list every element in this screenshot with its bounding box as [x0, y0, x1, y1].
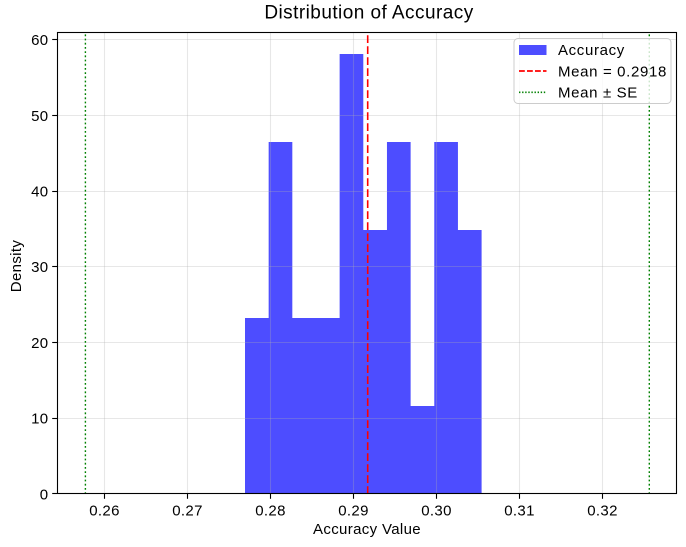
svg-text:Accuracy Value: Accuracy Value	[313, 521, 421, 538]
svg-text:Mean ± SE: Mean ± SE	[558, 85, 638, 102]
svg-text:60: 60	[31, 32, 48, 49]
svg-text:0.27: 0.27	[172, 503, 203, 520]
svg-text:40: 40	[31, 183, 48, 200]
svg-text:0.32: 0.32	[587, 503, 618, 520]
svg-text:0.26: 0.26	[89, 503, 120, 520]
svg-text:Mean = 0.2918: Mean = 0.2918	[558, 63, 667, 80]
svg-text:0.29: 0.29	[338, 503, 369, 520]
svg-text:Density: Density	[8, 240, 25, 293]
svg-text:0.31: 0.31	[504, 503, 535, 520]
svg-text:0.30: 0.30	[421, 503, 452, 520]
svg-text:Distribution of Accuracy: Distribution of Accuracy	[264, 2, 473, 23]
svg-text:20: 20	[31, 335, 48, 352]
svg-text:0: 0	[40, 486, 49, 503]
svg-text:50: 50	[31, 108, 48, 125]
svg-text:30: 30	[31, 259, 48, 276]
svg-text:10: 10	[31, 411, 48, 428]
svg-text:Accuracy: Accuracy	[558, 42, 625, 59]
svg-text:0.28: 0.28	[255, 503, 286, 520]
